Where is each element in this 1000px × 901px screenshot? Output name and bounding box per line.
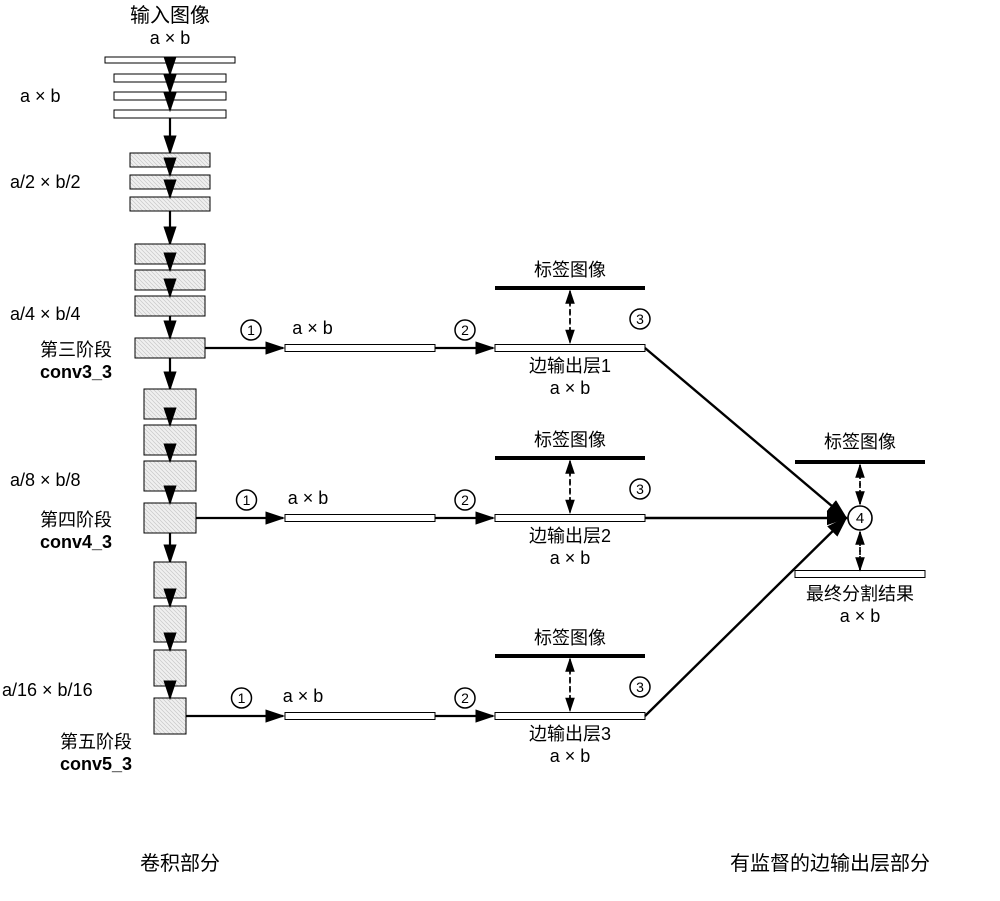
stage3-dim: a/4 × b/4 bbox=[10, 304, 81, 324]
svg-text:2: 2 bbox=[461, 492, 469, 508]
svg-text:3: 3 bbox=[636, 679, 644, 695]
final-result-dim: a × b bbox=[840, 606, 881, 626]
stage3-conv: conv3_3 bbox=[40, 362, 112, 382]
stage5-name: 第五阶段 bbox=[60, 732, 132, 752]
svg-text:2: 2 bbox=[461, 690, 469, 706]
footer-left: 卷积部分 bbox=[140, 852, 220, 875]
final-result-text: 最终分割结果 bbox=[806, 584, 914, 604]
label-img-text-3: 标签图像 bbox=[534, 628, 606, 648]
side-output-bar-2 bbox=[495, 515, 645, 522]
side-dim-2: a × b bbox=[550, 548, 591, 568]
label-img-bar-3 bbox=[495, 654, 645, 658]
branch-ab-2: a × b bbox=[288, 488, 329, 508]
stage5-dim: a/16 × b/16 bbox=[2, 680, 93, 700]
svg-text:3: 3 bbox=[636, 481, 644, 497]
label-img-bar-2 bbox=[495, 456, 645, 460]
input-dim: a × b bbox=[150, 28, 191, 48]
side-label-3: 边输出层3 bbox=[529, 724, 611, 744]
stage5-conv: conv5_3 bbox=[60, 754, 132, 774]
branch-ab-3: a × b bbox=[283, 686, 324, 706]
side-output-bar-3 bbox=[495, 713, 645, 720]
upsample-bar-2 bbox=[285, 515, 435, 522]
svg-text:2: 2 bbox=[461, 322, 469, 338]
final-label-img-bar bbox=[795, 460, 925, 464]
side-dim-1: a × b bbox=[550, 378, 591, 398]
final-label-img-text: 标签图像 bbox=[824, 432, 896, 452]
input-title: 输入图像 bbox=[130, 4, 210, 27]
side-output-bar-1 bbox=[495, 345, 645, 352]
stage4-conv: conv4_3 bbox=[40, 532, 112, 552]
input-bar bbox=[105, 57, 235, 63]
side-dim-3: a × b bbox=[550, 746, 591, 766]
svg-text:3: 3 bbox=[636, 311, 644, 327]
svg-text:1: 1 bbox=[247, 322, 255, 338]
svg-text:1: 1 bbox=[238, 690, 246, 706]
side-label-1: 边输出层1 bbox=[529, 356, 611, 376]
svg-text:4: 4 bbox=[856, 510, 864, 527]
stage2-dim: a/2 × b/2 bbox=[10, 172, 81, 192]
final-result-bar bbox=[795, 571, 925, 578]
label-img-bar-1 bbox=[495, 286, 645, 290]
label-img-text-1: 标签图像 bbox=[534, 260, 606, 280]
svg-text:1: 1 bbox=[243, 492, 251, 508]
upsample-bar-1 bbox=[285, 345, 435, 352]
branch-ab-1: a × b bbox=[292, 318, 333, 338]
stage1-dim: a × b bbox=[20, 86, 61, 106]
footer-right: 有监督的边输出层部分 bbox=[730, 852, 930, 875]
stage4-dim: a/8 × b/8 bbox=[10, 470, 81, 490]
stage3-name: 第三阶段 bbox=[40, 340, 112, 360]
label-img-text-2: 标签图像 bbox=[534, 430, 606, 450]
upsample-bar-3 bbox=[285, 713, 435, 720]
stage4-name: 第四阶段 bbox=[40, 510, 112, 530]
side-label-2: 边输出层2 bbox=[529, 526, 611, 546]
